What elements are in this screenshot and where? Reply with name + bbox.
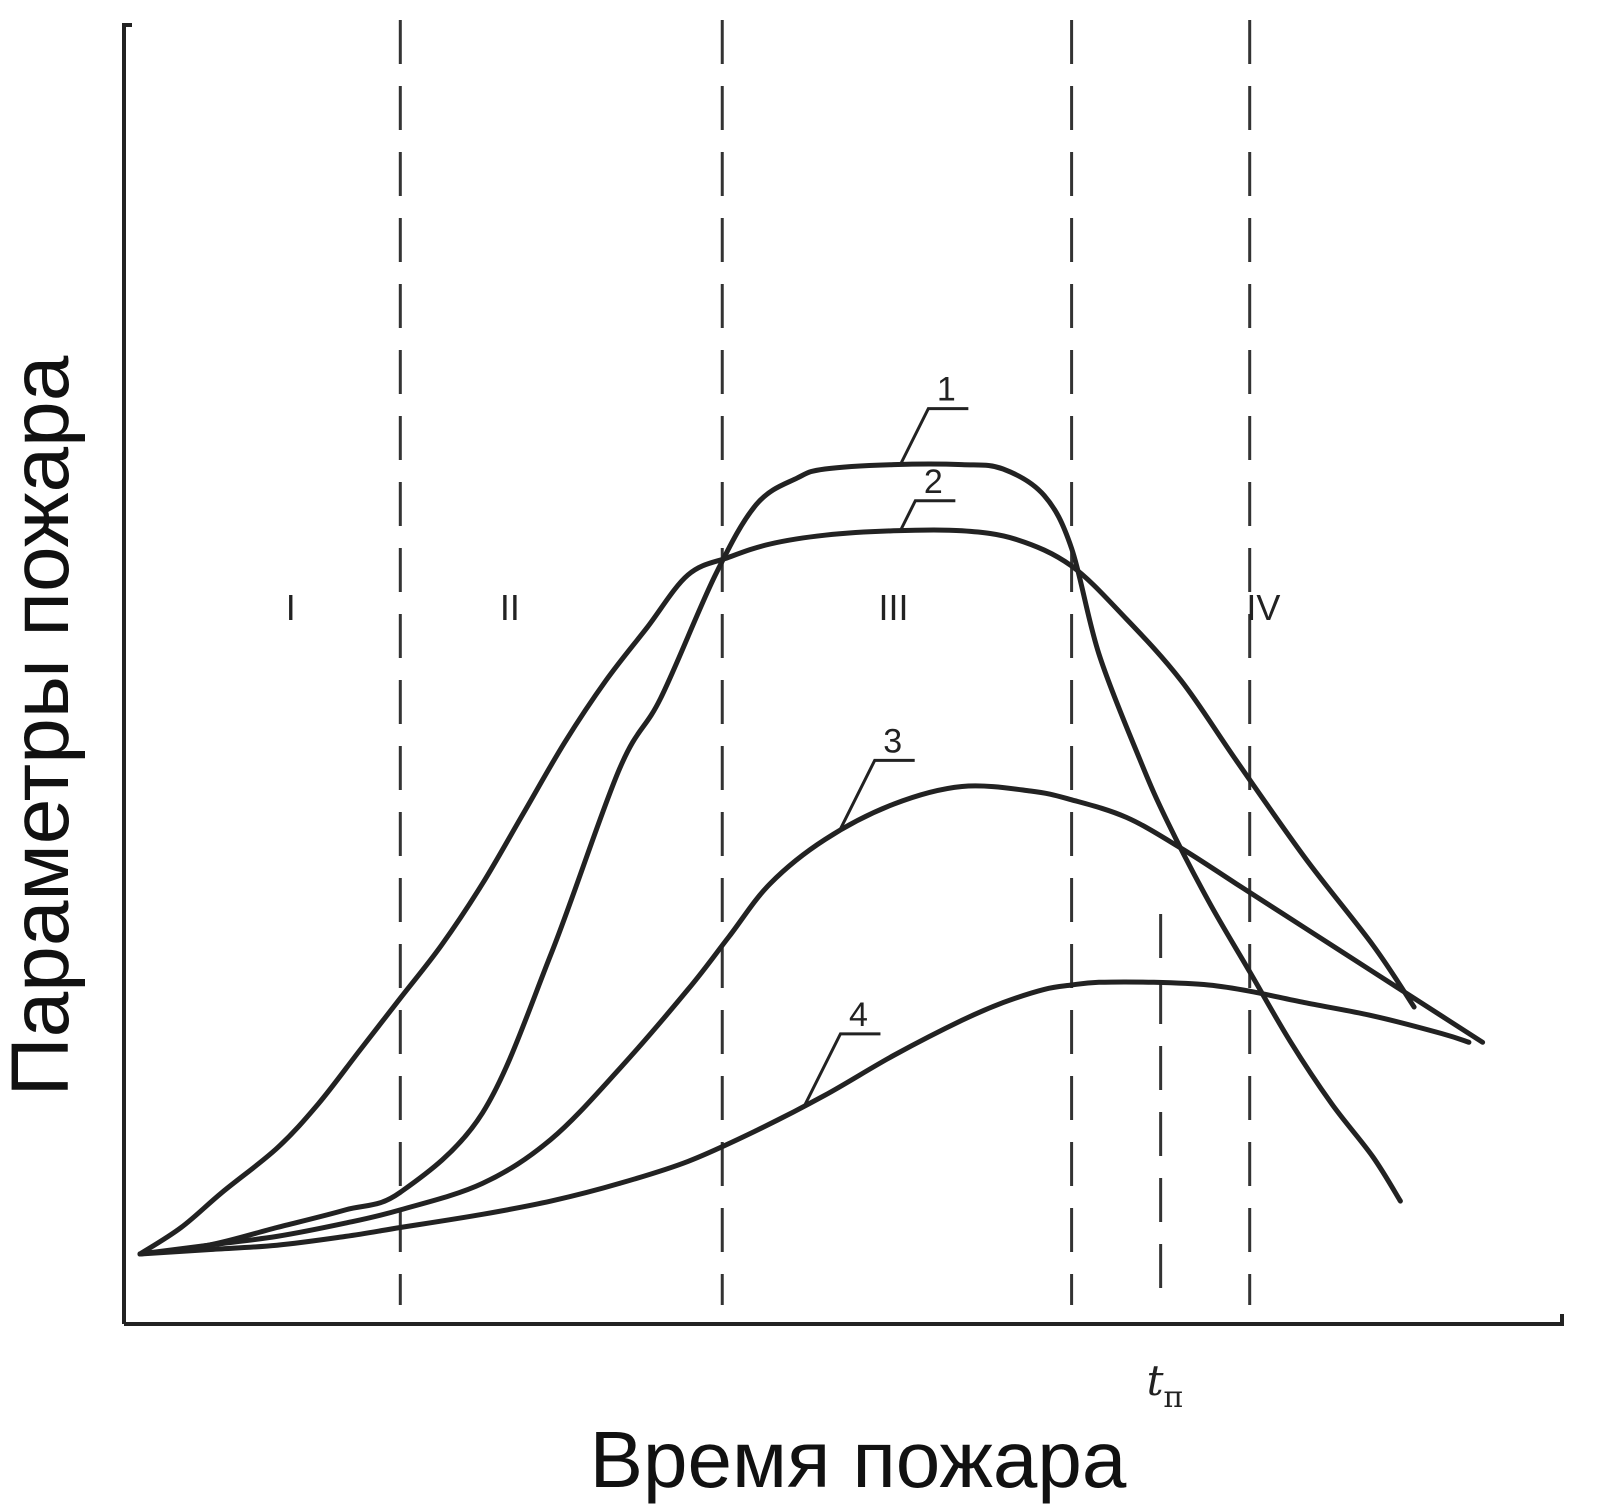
series-line-4 [137,979,1472,1257]
x-tick-label: tп [1147,1356,1184,1415]
y-axis-line [122,23,132,1324]
stage-label-4: IV [1246,587,1280,628]
series-label-1: 1 [937,371,956,409]
x-axis-line [124,1314,1564,1326]
stage-label-2: II [500,587,520,628]
series-curves [137,407,1486,1257]
series-label-4: 4 [849,996,868,1034]
series-label-2: 2 [924,463,943,501]
stage-label-1: I [286,587,296,628]
series-line-3 [137,783,1486,1257]
series-line-1 [137,461,1403,1257]
x-tick-subscript: п [1164,1380,1184,1415]
x-axis-title: Время пожара [590,1415,1127,1504]
series-label-3: 3 [883,722,902,760]
series-leader-3 [837,758,915,834]
y-axis-title: Параметры пожара [0,355,86,1096]
series-leader-2 [899,499,956,532]
series-line-2 [137,527,1417,1257]
axes [122,23,1564,1326]
stage-boundaries [398,20,1252,1305]
stage-label-3: III [878,587,908,628]
chart-labels: Параметры пожара Время пожара tпI II III IV… [0,355,1280,1504]
series-leader-1 [899,407,969,466]
series-leader-4 [803,1032,881,1107]
